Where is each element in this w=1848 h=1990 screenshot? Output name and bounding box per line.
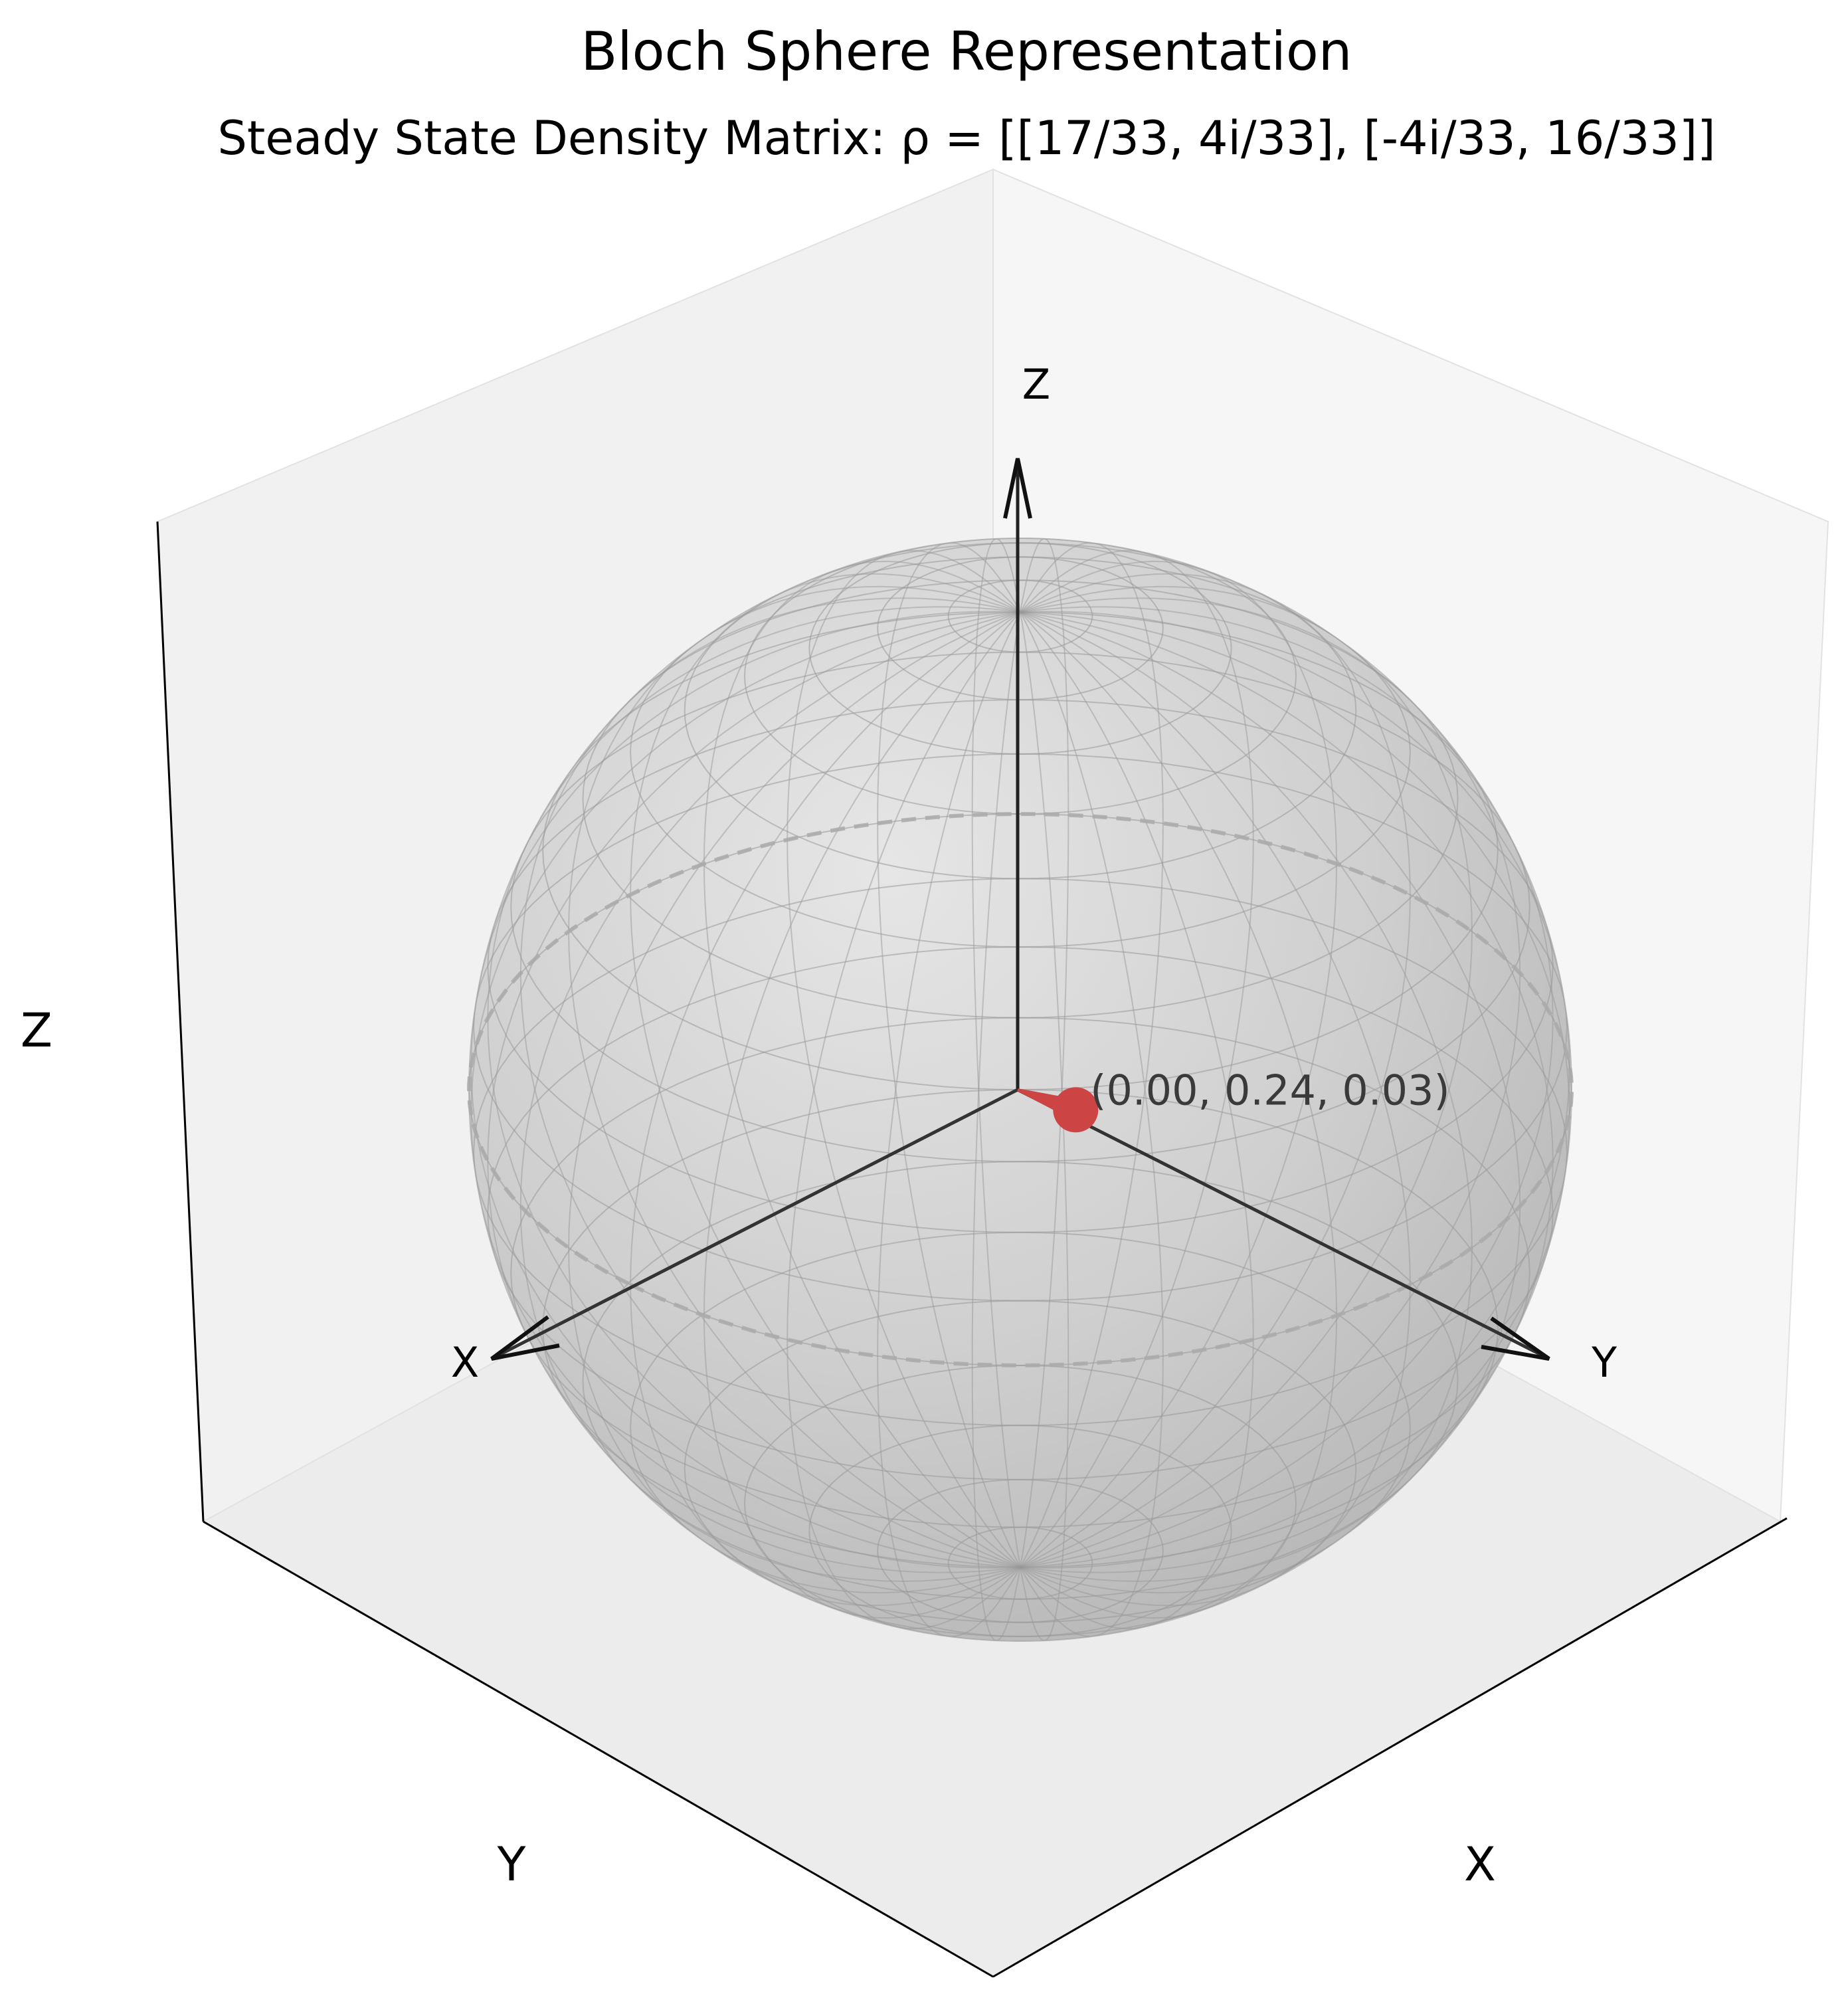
- equator-line: [467, 812, 1574, 1367]
- sphere-meridian: [1020, 611, 1570, 1569]
- state-point: [1053, 1087, 1099, 1133]
- sphere-axes: [490, 458, 1550, 1361]
- sphere-z-label: Z: [1022, 360, 1050, 409]
- z-axis-arrowhead: [1003, 458, 1032, 519]
- state-vector: (0.00, 0.24, 0.03): [1017, 1066, 1450, 1133]
- pane-y-edge: [203, 1520, 994, 1978]
- pane-x-edge: [992, 1517, 1788, 1978]
- sphere-meridian: [1020, 549, 1254, 1568]
- sphere-meridian: [487, 611, 1021, 1573]
- sphere-meridian: [971, 538, 1021, 1567]
- sphere-meridian: [1020, 542, 1164, 1568]
- sphere-meridian: [568, 611, 1021, 1594]
- y-axis-line: [1016, 1088, 1550, 1361]
- sphere-meridian: [1020, 585, 1473, 1568]
- pane-x-axis-label: X: [1464, 1837, 1496, 1892]
- x-axis-line: [490, 1088, 1019, 1361]
- sphere-meridian: [1020, 573, 1411, 1568]
- sphere-equator: [467, 812, 1574, 1367]
- figure-title: Bloch Sphere Representation: [581, 21, 1352, 82]
- sphere-meridian: [1020, 538, 1069, 1567]
- pane-z-axis-label: Z: [21, 1003, 52, 1058]
- sphere-meridian: [1020, 612, 1069, 1641]
- sphere-x-label: X: [451, 1338, 479, 1387]
- sphere-y-label: Y: [1591, 1338, 1617, 1387]
- sphere-meridian: [971, 612, 1021, 1641]
- pane-y-axis-label: Y: [497, 1837, 526, 1892]
- sphere-meridian: [877, 542, 1021, 1568]
- figure-subtitle: Steady State Density Matrix: ρ = [[17/33…: [217, 111, 1715, 165]
- sphere-meridian: [1020, 611, 1164, 1638]
- sphere-meridian: [1020, 611, 1254, 1630]
- x-axis-arrowhead: [490, 1315, 560, 1361]
- sphere-meridian: [786, 611, 1021, 1630]
- sphere-meridian: [1020, 606, 1554, 1568]
- pane-z-edge: [156, 521, 205, 1522]
- sphere-meridian: [877, 611, 1021, 1638]
- sphere-meridian: [1020, 611, 1570, 1568]
- state-point-label: (0.00, 0.24, 0.03): [1090, 1066, 1449, 1114]
- y-axis-arrowhead: [1481, 1316, 1550, 1361]
